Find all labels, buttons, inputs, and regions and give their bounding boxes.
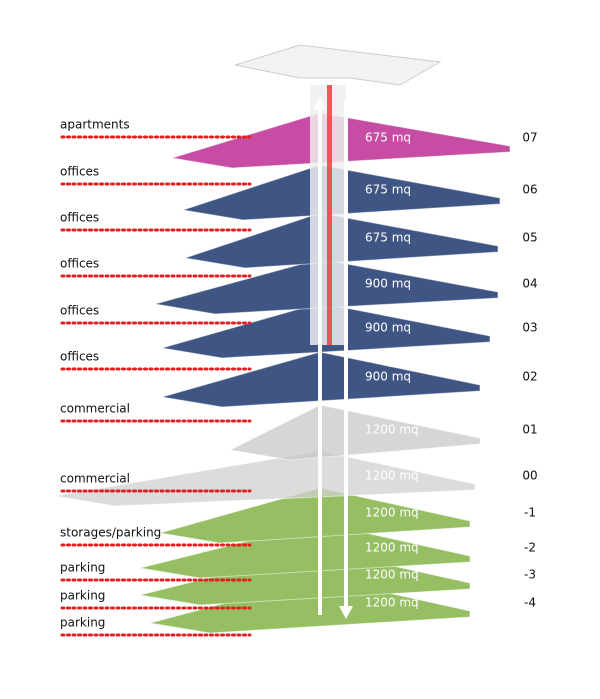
floor-area: 1200 mq (365, 568, 419, 582)
floor-level: 06 (522, 183, 537, 197)
floor-level: -4 (524, 596, 536, 610)
core (234, 44, 442, 619)
roof (234, 44, 442, 86)
floor-area: 900 mq (365, 321, 411, 335)
floor-level: 07 (522, 131, 537, 145)
floor-level: -1 (524, 506, 536, 520)
floor-area: 1200 mq (365, 506, 419, 520)
slabs (54, 112, 511, 634)
floor-level: 03 (522, 321, 537, 335)
slab (228, 404, 481, 461)
floor-use: offices (60, 211, 99, 225)
floor-area: 1200 mq (365, 469, 419, 483)
floor-area: 675 mq (365, 183, 411, 197)
arrow-head (313, 97, 327, 110)
floor-use: commercial (60, 472, 130, 486)
floor-use: storages/parking (60, 526, 161, 540)
floor-area: 1200 mq (365, 541, 419, 555)
floor-area: 900 mq (365, 277, 411, 291)
floor-level: 04 (522, 277, 537, 291)
floor-level: 01 (522, 423, 537, 437)
floor-use: parking (60, 561, 105, 575)
slab (54, 450, 476, 507)
floor-level: -2 (524, 541, 536, 555)
floor-use: commercial (60, 402, 130, 416)
floor-use: parking (60, 616, 105, 630)
floor-area: 900 mq (365, 370, 411, 384)
floor-area: 675 mq (365, 231, 411, 245)
floor-area: 1200 mq (365, 423, 419, 437)
floor-use: offices (60, 350, 99, 364)
floor-use: offices (60, 257, 99, 271)
floor-use: offices (60, 304, 99, 318)
core-line (327, 85, 332, 345)
floor-area: 675 mq (365, 131, 411, 145)
floor-level: -3 (524, 568, 536, 582)
floor-use: apartments (60, 118, 130, 132)
floor-use: parking (60, 589, 105, 603)
arrow-head (339, 606, 353, 619)
floor-level: 00 (522, 469, 537, 483)
floor-level: 05 (522, 231, 537, 245)
floor-area: 1200 mq (365, 596, 419, 610)
labels: apartments 675 mq 07 offices 675 mq 06 offices… (60, 118, 538, 637)
floor-use: offices (60, 165, 99, 179)
floor-level: 02 (522, 370, 537, 384)
